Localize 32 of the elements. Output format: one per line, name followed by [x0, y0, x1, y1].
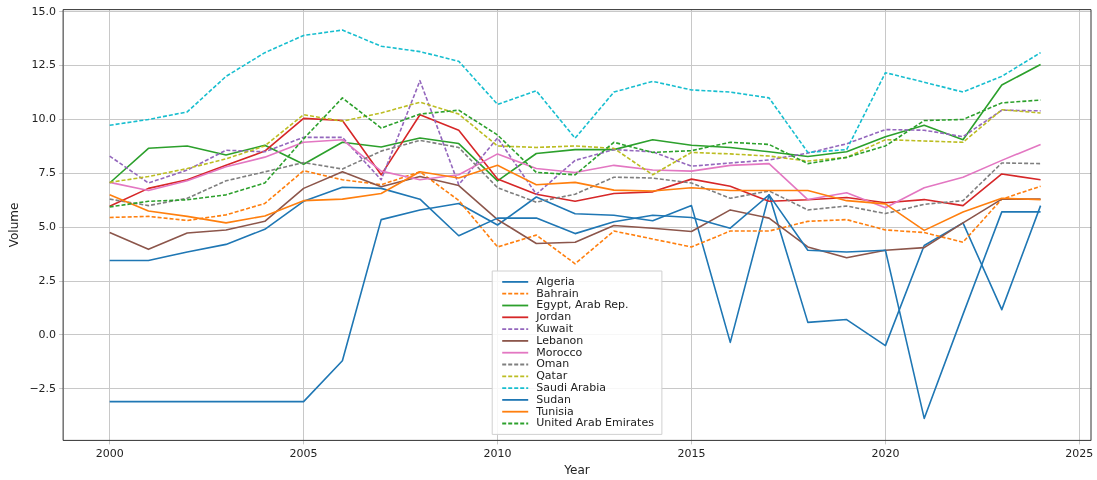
legend-label: Algeria	[536, 274, 575, 288]
line-series	[108, 101, 1042, 184]
legend-label: Egypt, Arab Rep.	[536, 298, 629, 312]
legend-label: Saudi Arabia	[536, 380, 607, 394]
x-axis-title: Year	[563, 462, 590, 477]
y-tick-label: 12.5	[31, 58, 57, 72]
y-axis-title: Volume	[7, 202, 22, 248]
legend-label: Morocco	[536, 345, 583, 359]
y-tick-label: 0.0	[38, 327, 57, 341]
x-tick-label: 2015	[677, 446, 706, 460]
x-tick-label: 2005	[289, 446, 318, 460]
legend-label: Kuwait	[536, 321, 574, 335]
legend-label: Qatar	[536, 369, 568, 383]
legend-label: United Arab Emirates	[536, 416, 655, 430]
y-tick-label: 10.0	[31, 112, 57, 126]
x-tick-label: 2020	[871, 446, 900, 460]
legend-label: Oman	[536, 357, 570, 371]
y-tick-label: 15.0	[31, 4, 57, 18]
line-series	[108, 79, 1042, 195]
y-tick-label: 7.5	[38, 166, 57, 180]
legend-label: Sudan	[536, 392, 571, 406]
legend-label: Tunisia	[535, 404, 574, 418]
x-tick-label: 2010	[483, 446, 512, 460]
y-tick-label: 2.5	[38, 273, 57, 287]
y-tick-label: −2.5	[29, 381, 57, 395]
legend-label: Jordan	[535, 310, 572, 324]
legend-label: Lebanon	[536, 333, 584, 347]
x-tick-label: 2025	[1065, 446, 1094, 460]
line-series	[108, 29, 1042, 154]
y-tick-label: 5.0	[38, 220, 57, 234]
x-tick-label: 2000	[95, 446, 124, 460]
legend-label: Bahrain	[536, 286, 579, 300]
